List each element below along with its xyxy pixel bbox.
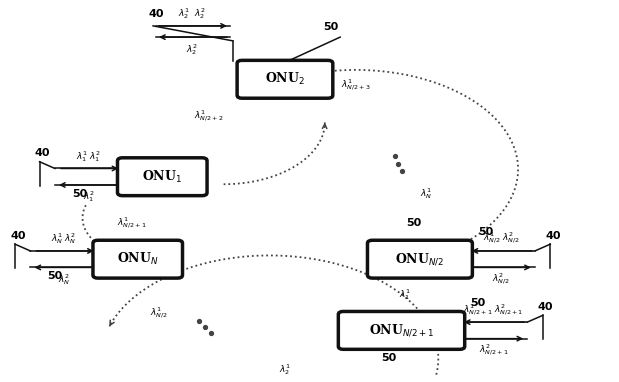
Text: ONU$_{N/2+1}$: ONU$_{N/2+1}$ — [369, 322, 435, 338]
Text: $\lambda^1_{N/2+2}$: $\lambda^1_{N/2+2}$ — [194, 109, 223, 125]
Text: 40: 40 — [35, 148, 50, 158]
Text: ONU$_1$: ONU$_1$ — [142, 169, 183, 185]
Text: $\lambda^1_2$: $\lambda^1_2$ — [279, 362, 291, 377]
Text: 50: 50 — [470, 298, 486, 308]
Text: 40: 40 — [149, 8, 164, 18]
Text: $\lambda^1_{N/2+1}$: $\lambda^1_{N/2+1}$ — [117, 216, 146, 231]
Text: 50: 50 — [72, 189, 87, 199]
Text: $\lambda^2_{N/2+1}$: $\lambda^2_{N/2+1}$ — [478, 343, 508, 358]
Text: $\lambda^1_{N/2+1}$ $\lambda^2_{N/2+1}$: $\lambda^1_{N/2+1}$ $\lambda^2_{N/2+1}$ — [464, 303, 524, 318]
Text: 40: 40 — [545, 231, 561, 241]
FancyBboxPatch shape — [93, 240, 183, 278]
Text: $\lambda^1_{N/2}$: $\lambda^1_{N/2}$ — [150, 306, 168, 321]
FancyBboxPatch shape — [339, 311, 465, 349]
Text: ONU$_2$: ONU$_2$ — [265, 71, 305, 87]
Text: 50: 50 — [406, 219, 422, 228]
Text: 50: 50 — [323, 22, 339, 32]
Text: 50: 50 — [47, 272, 63, 282]
Text: $\lambda^2_{N/2}$: $\lambda^2_{N/2}$ — [492, 272, 510, 287]
Text: $\lambda^1_1$: $\lambda^1_1$ — [399, 287, 410, 302]
Text: 40: 40 — [11, 231, 26, 241]
FancyBboxPatch shape — [368, 240, 472, 278]
Text: 50: 50 — [382, 353, 397, 363]
Text: $\lambda^2_2$: $\lambda^2_2$ — [186, 42, 197, 57]
FancyBboxPatch shape — [237, 60, 333, 98]
Text: ONU$_{N/2}$: ONU$_{N/2}$ — [396, 251, 444, 267]
Text: ONU$_N$: ONU$_N$ — [117, 251, 158, 267]
Text: $\lambda^2_1$: $\lambda^2_1$ — [83, 189, 95, 204]
Text: $\lambda^1_1$ $\lambda^2_1$: $\lambda^1_1$ $\lambda^2_1$ — [76, 149, 101, 164]
Text: $\lambda^2_N$: $\lambda^2_N$ — [58, 272, 71, 287]
Text: $\lambda^1_{N/2}$ $\lambda^2_{N/2}$: $\lambda^1_{N/2}$ $\lambda^2_{N/2}$ — [483, 231, 519, 246]
Text: $\lambda^1_2$  $\lambda^2_2$: $\lambda^1_2$ $\lambda^2_2$ — [178, 6, 206, 21]
Text: $\lambda^1_N$ $\lambda^2_N$: $\lambda^1_N$ $\lambda^2_N$ — [51, 231, 77, 246]
Text: $\lambda^1_{N/2+3}$: $\lambda^1_{N/2+3}$ — [340, 77, 370, 92]
Text: $\lambda^1_N$: $\lambda^1_N$ — [420, 186, 432, 201]
Text: 40: 40 — [538, 302, 553, 312]
FancyBboxPatch shape — [118, 158, 207, 196]
Text: 50: 50 — [478, 227, 493, 237]
